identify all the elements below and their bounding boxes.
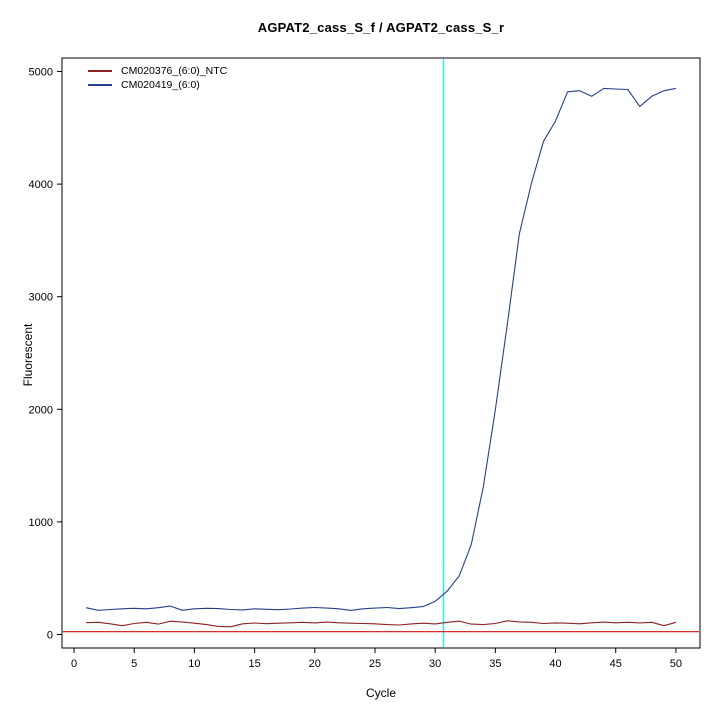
- legend-label-sample: CM020419_(6:0): [121, 79, 200, 91]
- y-axis: 0 1000 2000 3000 4000 5000: [29, 67, 62, 641]
- series-line-ntc: [86, 620, 677, 628]
- y-axis-label: Fluorescent: [21, 323, 35, 387]
- y-tick-label: 1000: [29, 517, 53, 529]
- x-tick-label: 50: [670, 658, 682, 670]
- x-tick-label: 40: [549, 658, 561, 670]
- x-tick-label: 0: [71, 658, 77, 670]
- x-axis: 0 5 10 15 20 25 30 35 40 45 50: [71, 648, 682, 670]
- x-tick-label: 45: [610, 658, 622, 670]
- series-line-sample: [85, 87, 677, 611]
- x-tick-label: 5: [131, 658, 137, 670]
- x-tick-label: 30: [429, 658, 441, 670]
- x-tick-label: 10: [188, 658, 200, 670]
- y-tick-label: 2000: [29, 404, 53, 416]
- legend-item-ntc: CM020376_(6:0)_NTC: [88, 64, 227, 78]
- y-tick-label: 3000: [29, 292, 53, 304]
- plot-box: [61, 57, 701, 649]
- chart-title: AGPAT2_cass_S_f / AGPAT2_cass_S_r: [257, 20, 505, 35]
- x-tick-label: 20: [309, 658, 321, 670]
- x-axis-label: Cycle: [365, 686, 396, 700]
- x-tick-label: 25: [369, 658, 381, 670]
- y-tick-label: 0: [47, 629, 53, 641]
- legend: CM020376_(6:0)_NTC CM020419_(6:0): [88, 64, 227, 92]
- x-tick-label: 15: [248, 658, 260, 670]
- y-tick-label: 5000: [29, 67, 53, 79]
- legend-item-sample: CM020419_(6:0): [88, 78, 227, 92]
- y-tick-label: 4000: [29, 179, 53, 191]
- legend-swatch-sample: [88, 84, 112, 86]
- legend-label-ntc: CM020376_(6:0)_NTC: [121, 65, 228, 77]
- x-tick-label: 35: [489, 658, 501, 670]
- legend-swatch-ntc: [88, 70, 112, 72]
